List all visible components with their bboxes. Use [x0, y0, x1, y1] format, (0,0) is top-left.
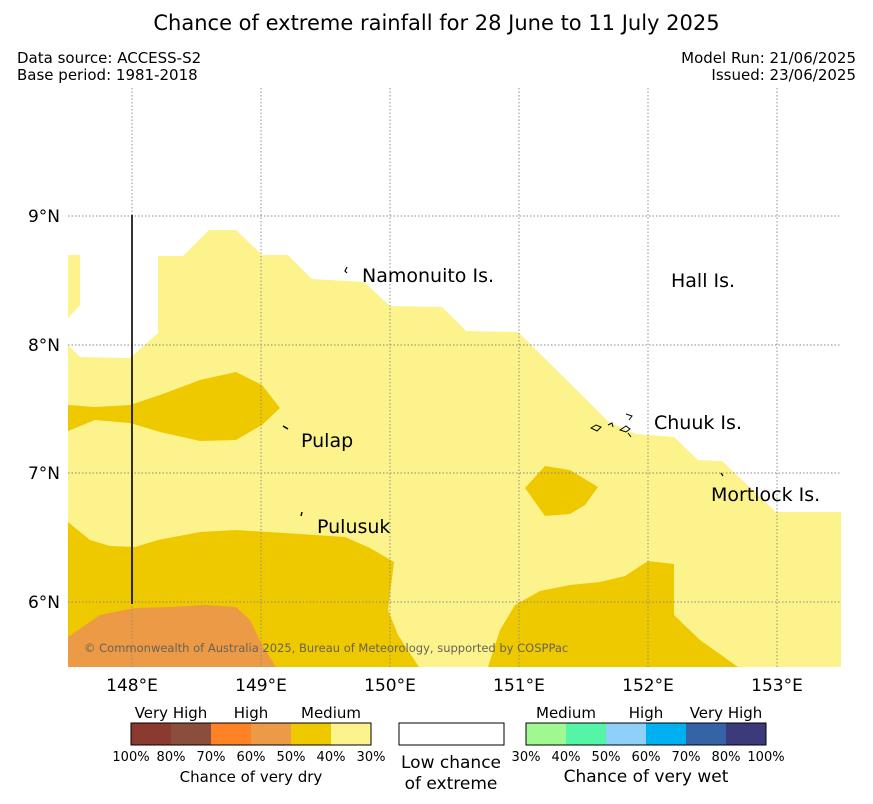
wet-cat-medium: Medium [536, 704, 596, 722]
source-info: Data source: ACCESS-S2 Base period: 1981… [17, 50, 201, 84]
dry-legend: Very High High Medium 100% 80% 70% 60% 5… [112, 704, 385, 786]
wet-tick: 100% [747, 750, 784, 765]
wet-tick: 50% [592, 750, 621, 765]
wet-swatch [686, 723, 726, 745]
pulap-island-shape [282, 425, 289, 430]
dry-tick: 50% [277, 750, 306, 765]
dry-tick: 60% [237, 750, 266, 765]
wet-cat-very-high: Very High [690, 704, 763, 722]
base-period: Base period: 1981-2018 [17, 66, 198, 84]
wet-swatch [726, 723, 766, 745]
lon-label: 149°E [235, 676, 287, 696]
wet-tick: 30% [512, 750, 541, 765]
dry-tick: 40% [317, 750, 346, 765]
namonuito-island-shape [344, 266, 348, 274]
low-chance-legend: Low chance of extreme [398, 722, 505, 794]
pulusuk-island-shape [300, 511, 303, 517]
dry-tick: 100% [112, 750, 149, 765]
gridlines [68, 88, 841, 667]
wet-legend-label: Chance of very wet [564, 767, 729, 787]
chuuk-island-shape [589, 413, 633, 438]
wet-tick: 70% [672, 750, 701, 765]
low-chance-label-1: Low chance [401, 753, 501, 773]
lon-label: 148°E [106, 676, 158, 696]
dry-cat-high: High [234, 704, 268, 722]
issued-date: Issued: 23/06/2025 [711, 66, 856, 84]
dry-tick: 80% [157, 750, 186, 765]
dry-tick: 70% [197, 750, 226, 765]
dry-cat-medium: Medium [301, 704, 361, 722]
lon-label: 153°E [751, 676, 803, 696]
lon-label: 152°E [622, 676, 674, 696]
dry-swatch [251, 723, 291, 745]
map-plot: Namonuito Is. Hall Is. Pulap Chuuk Is. M… [68, 88, 841, 667]
dry-swatch [171, 723, 211, 745]
data-source: Data source: ACCESS-S2 [17, 49, 202, 67]
dry-40-50-zone-north [68, 372, 280, 441]
dry-tick: 30% [357, 750, 386, 765]
label-pulusuk: Pulusuk [317, 516, 390, 538]
wet-swatch [566, 723, 606, 745]
dry-swatch [211, 723, 251, 745]
lon-label: 150°E [364, 676, 416, 696]
wet-cat-high: High [629, 704, 663, 722]
lat-label: 8°N [28, 336, 60, 356]
label-namonuito: Namonuito Is. [362, 265, 494, 287]
dry-40-50-zone-central [525, 466, 598, 516]
label-hall: Hall Is. [671, 270, 735, 292]
wet-swatch [646, 723, 686, 745]
wet-swatch [526, 723, 566, 745]
wet-legend: Medium High Very High 30% 40% 50% 60% 70… [512, 704, 785, 787]
wet-swatch [606, 723, 646, 745]
dry-bar-frame [130, 722, 372, 746]
lat-label: 6°N [28, 593, 60, 613]
low-chance-label-2: of extreme [405, 774, 498, 794]
dry-50-60-zone [68, 605, 276, 667]
wet-tick: 60% [632, 750, 661, 765]
mortlock-island-shape [720, 472, 724, 477]
lat-label: 7°N [28, 464, 60, 484]
lon-label: 151°E [493, 676, 545, 696]
latitude-labels: 9°N 8°N 7°N 6°N [28, 207, 60, 613]
dry-swatch [331, 723, 371, 745]
run-info: Model Run: 21/06/2025 Issued: 23/06/2025 [681, 50, 856, 84]
model-run: Model Run: 21/06/2025 [681, 49, 856, 67]
low-chance-swatch [398, 722, 505, 746]
dry-swatch [291, 723, 331, 745]
wet-bar-frame [525, 722, 767, 746]
wet-tick: 80% [712, 750, 741, 765]
map-title: Chance of extreme rainfall for 28 June t… [153, 11, 720, 35]
lat-label: 9°N [28, 207, 60, 227]
wet-tick: 40% [552, 750, 581, 765]
label-chuuk: Chuuk Is. [654, 412, 742, 434]
label-pulap: Pulap [301, 430, 353, 452]
dry-cat-very-high: Very High [135, 704, 208, 722]
longitude-labels: 148°E 149°E 150°E 151°E 152°E 153°E [106, 676, 803, 696]
dry-legend-label: Chance of very dry [180, 768, 323, 786]
label-mortlock: Mortlock Is. [711, 484, 820, 506]
copyright-notice: © Commonwealth of Australia 2025, Bureau… [84, 641, 568, 655]
dry-swatch [131, 723, 171, 745]
